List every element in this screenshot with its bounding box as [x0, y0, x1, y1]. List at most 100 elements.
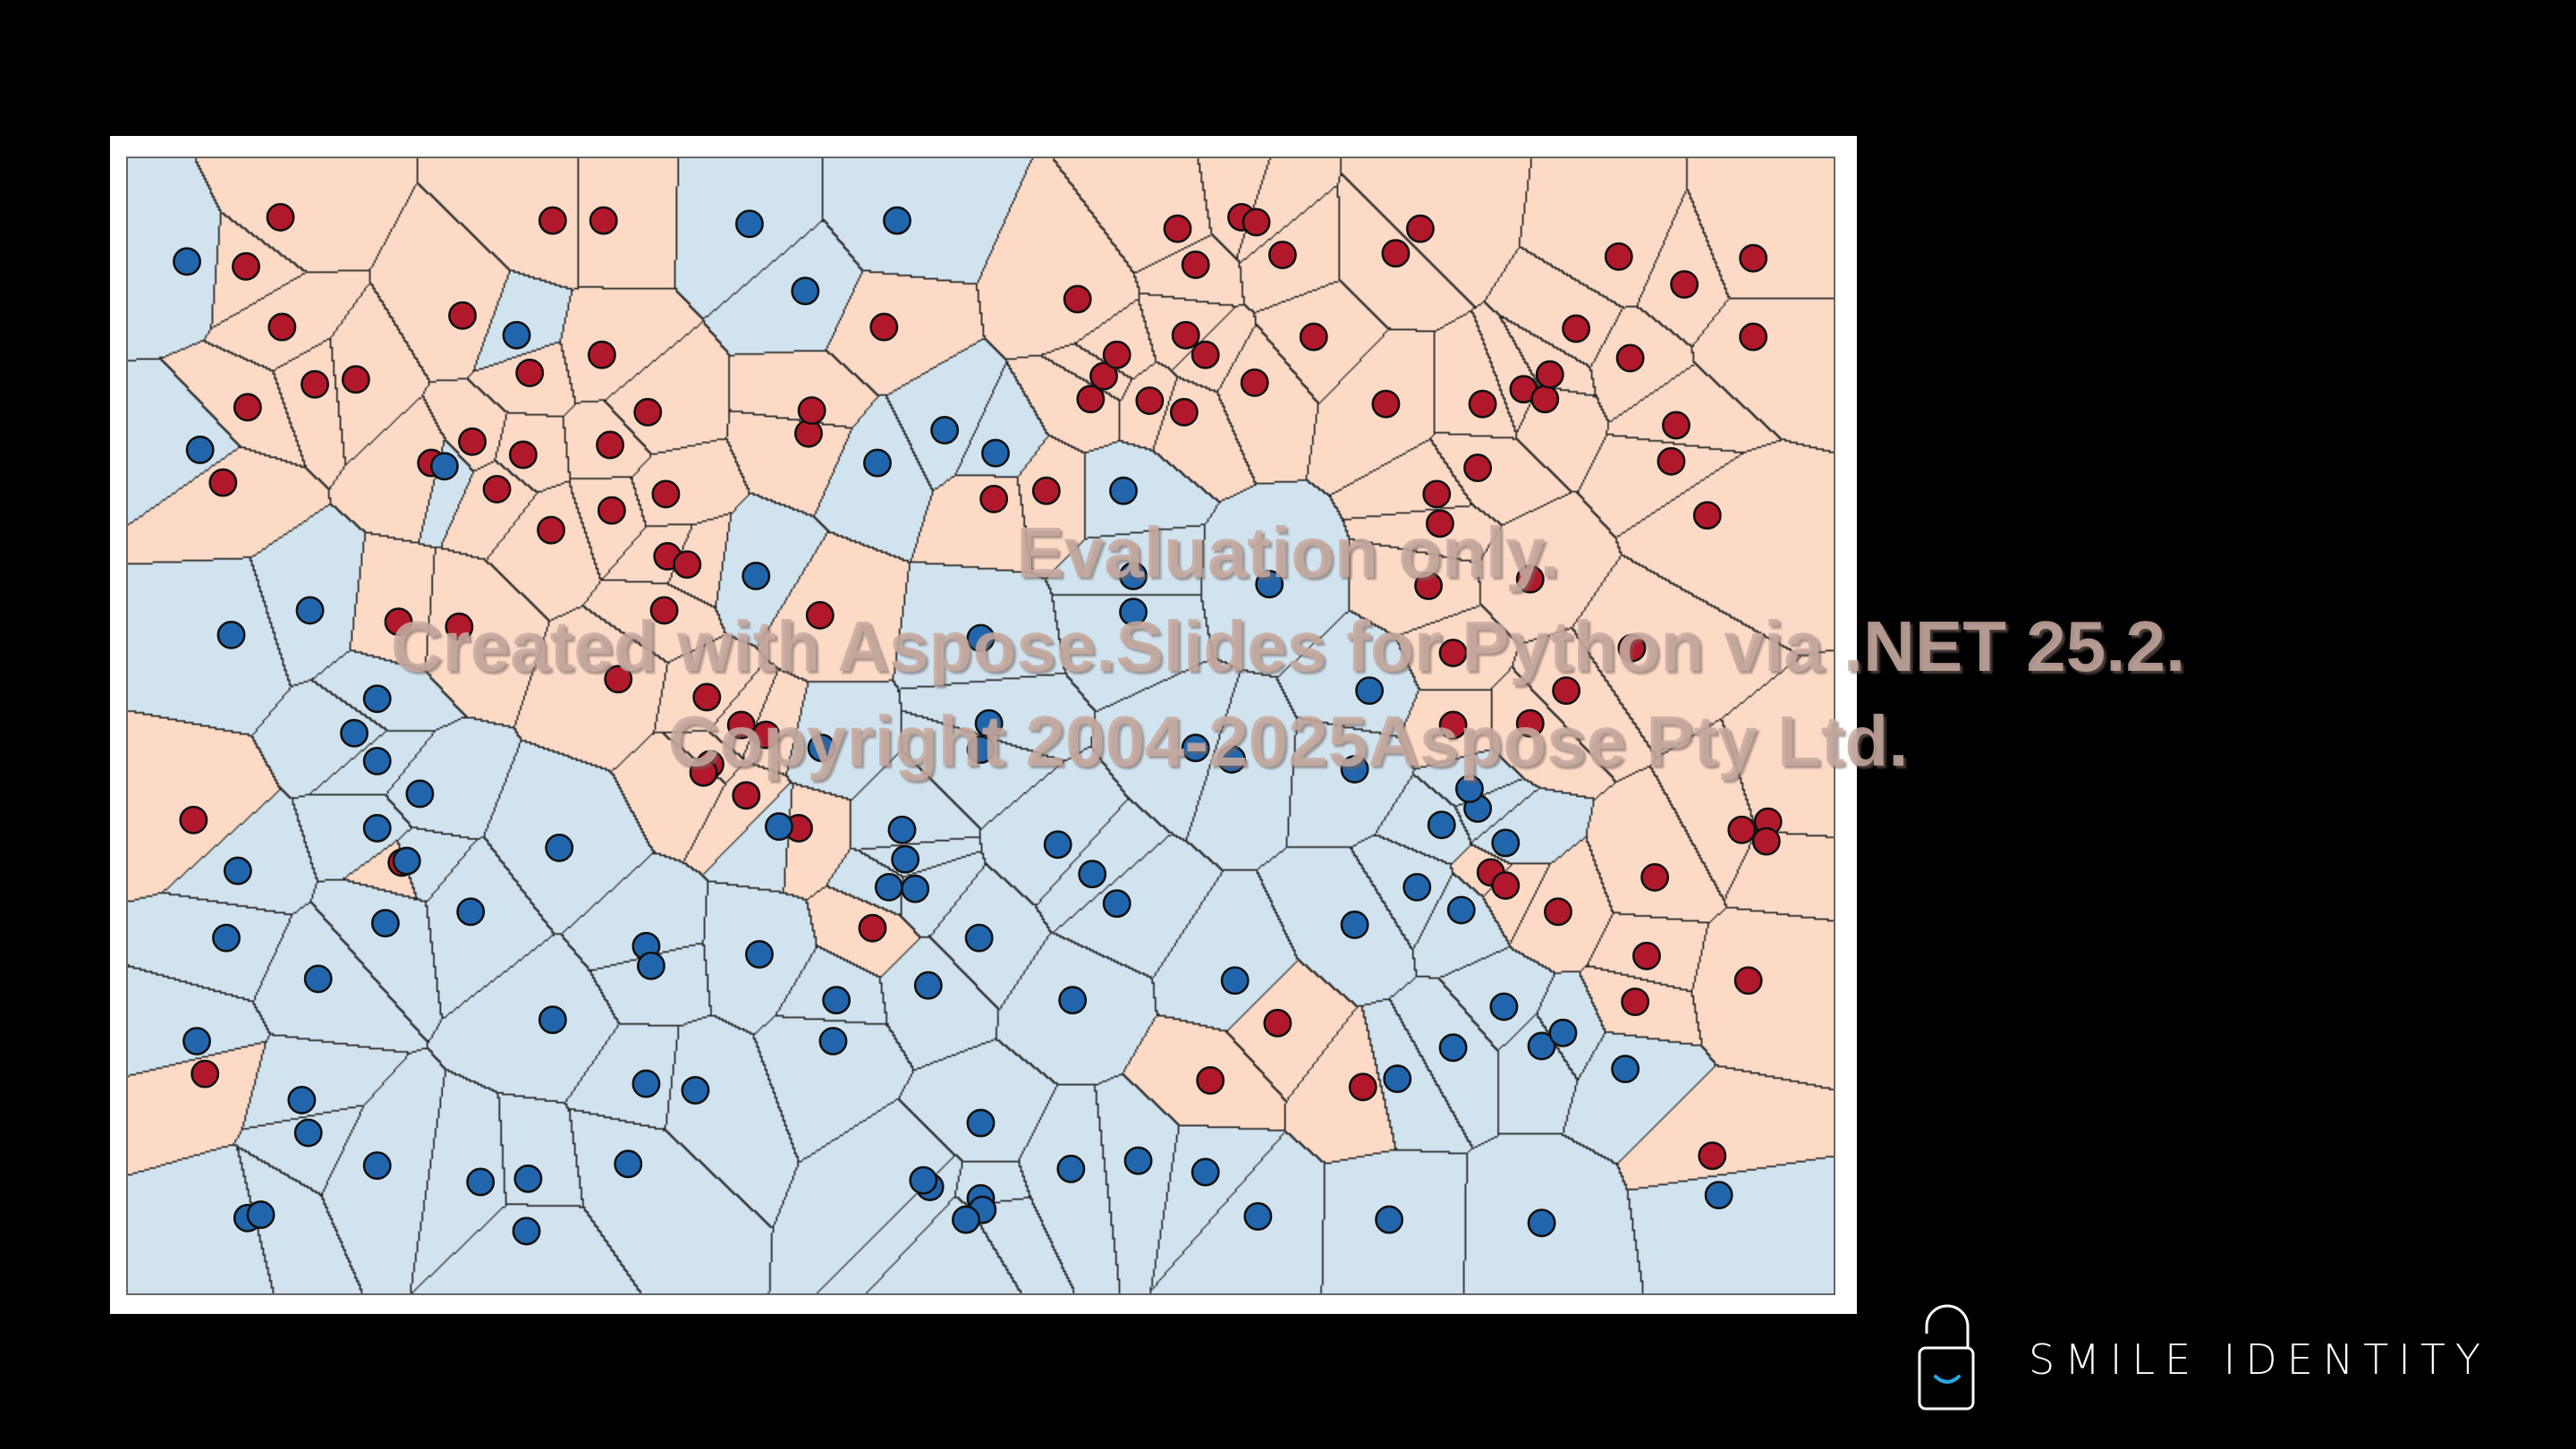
blue-point	[1123, 1146, 1153, 1175]
red-point	[1405, 214, 1435, 243]
red-point	[1604, 242, 1633, 271]
blue-point	[1058, 986, 1088, 1015]
blue-point	[1119, 597, 1148, 627]
red-point	[1468, 389, 1497, 419]
blue-point	[512, 1216, 541, 1246]
blue-point	[913, 970, 943, 1000]
blue-point	[822, 986, 852, 1015]
blue-point	[1427, 810, 1456, 840]
blue-point	[1491, 828, 1521, 858]
red-point	[1615, 343, 1645, 373]
red-point	[1662, 411, 1690, 440]
blue-point	[362, 684, 392, 714]
blue-point	[223, 856, 252, 886]
blue-point	[1489, 992, 1519, 1021]
blue-point	[807, 733, 836, 763]
red-point	[1422, 479, 1452, 509]
blue-point	[362, 746, 392, 775]
watermark-line-2: Created with Aspose.Slides for Python vi…	[390, 606, 2186, 686]
blue-point	[502, 320, 531, 350]
red-point	[1751, 826, 1781, 856]
red-point	[341, 365, 370, 394]
red-point	[732, 781, 761, 810]
red-point	[633, 397, 663, 427]
red-point	[869, 312, 899, 342]
red-point	[1031, 476, 1061, 505]
blue-point	[362, 1151, 392, 1181]
red-point	[1425, 509, 1454, 538]
blue-point	[1454, 775, 1484, 803]
red-point	[458, 427, 487, 456]
red-point	[1267, 241, 1297, 269]
red-point	[1657, 446, 1686, 476]
blue-point	[212, 923, 241, 953]
blue-point	[1340, 911, 1369, 939]
red-point	[232, 251, 260, 281]
blue-point	[964, 923, 994, 953]
blue-point	[1527, 1031, 1556, 1061]
red-point	[1299, 322, 1328, 352]
red-point	[692, 682, 722, 712]
red-point	[1196, 1066, 1225, 1095]
red-point	[597, 496, 626, 525]
red-point	[1076, 385, 1106, 414]
red-point	[537, 515, 566, 545]
red-point	[1515, 564, 1545, 594]
blue-point	[883, 206, 911, 235]
blue-point	[1217, 745, 1247, 774]
red-point	[1698, 1141, 1727, 1171]
blue-point	[466, 1167, 496, 1197]
red-point	[589, 206, 618, 235]
red-point	[651, 479, 681, 509]
red-point	[604, 665, 633, 694]
red-point	[596, 430, 625, 460]
red-point	[1089, 361, 1118, 391]
red-point	[689, 758, 718, 787]
watermark-line-3: Copyright 2004-2025Aspose Pty Ltd.	[667, 701, 1909, 781]
red-point	[1191, 340, 1220, 369]
blue-point	[952, 1205, 980, 1234]
red-point	[1739, 243, 1768, 273]
red-point	[1617, 633, 1647, 663]
voronoi-points	[173, 202, 1783, 1246]
red-point	[515, 358, 545, 387]
red-point	[1163, 214, 1192, 243]
blue-point	[735, 209, 764, 239]
blue-point	[1438, 1033, 1468, 1063]
red-point	[482, 474, 512, 504]
red-point	[1414, 572, 1444, 600]
blue-point	[1402, 872, 1432, 902]
blue-point	[966, 623, 996, 653]
blue-point	[1611, 1055, 1640, 1084]
red-point	[649, 596, 679, 625]
red-point	[1632, 941, 1661, 970]
red-point	[1438, 639, 1468, 667]
red-point	[179, 805, 208, 835]
padlock-smile-icon	[1918, 1304, 1975, 1411]
blue-point	[966, 735, 996, 764]
blue-point	[293, 1118, 323, 1148]
blue-point	[1446, 895, 1476, 925]
blue-point	[1355, 676, 1385, 706]
red-point	[1640, 862, 1670, 892]
red-point	[1621, 987, 1650, 1016]
red-point	[1739, 322, 1768, 352]
red-point	[726, 710, 756, 740]
smile-identity-logo: SMILE IDENTITY	[1914, 1301, 2540, 1418]
red-point	[1181, 250, 1210, 279]
blue-point	[287, 1085, 317, 1114]
blue-point	[173, 247, 201, 276]
red-point	[384, 607, 413, 637]
blue-point	[1181, 733, 1210, 763]
blue-point	[456, 897, 486, 927]
red-point	[538, 206, 567, 235]
red-point	[1169, 397, 1199, 427]
blue-point	[681, 1076, 710, 1105]
red-point	[1241, 208, 1271, 237]
blue-point	[891, 844, 920, 874]
blue-point	[863, 448, 892, 478]
blue-point	[901, 874, 930, 903]
blue-point	[1220, 966, 1250, 996]
blue-point	[745, 940, 774, 969]
blue-point	[1340, 755, 1369, 784]
